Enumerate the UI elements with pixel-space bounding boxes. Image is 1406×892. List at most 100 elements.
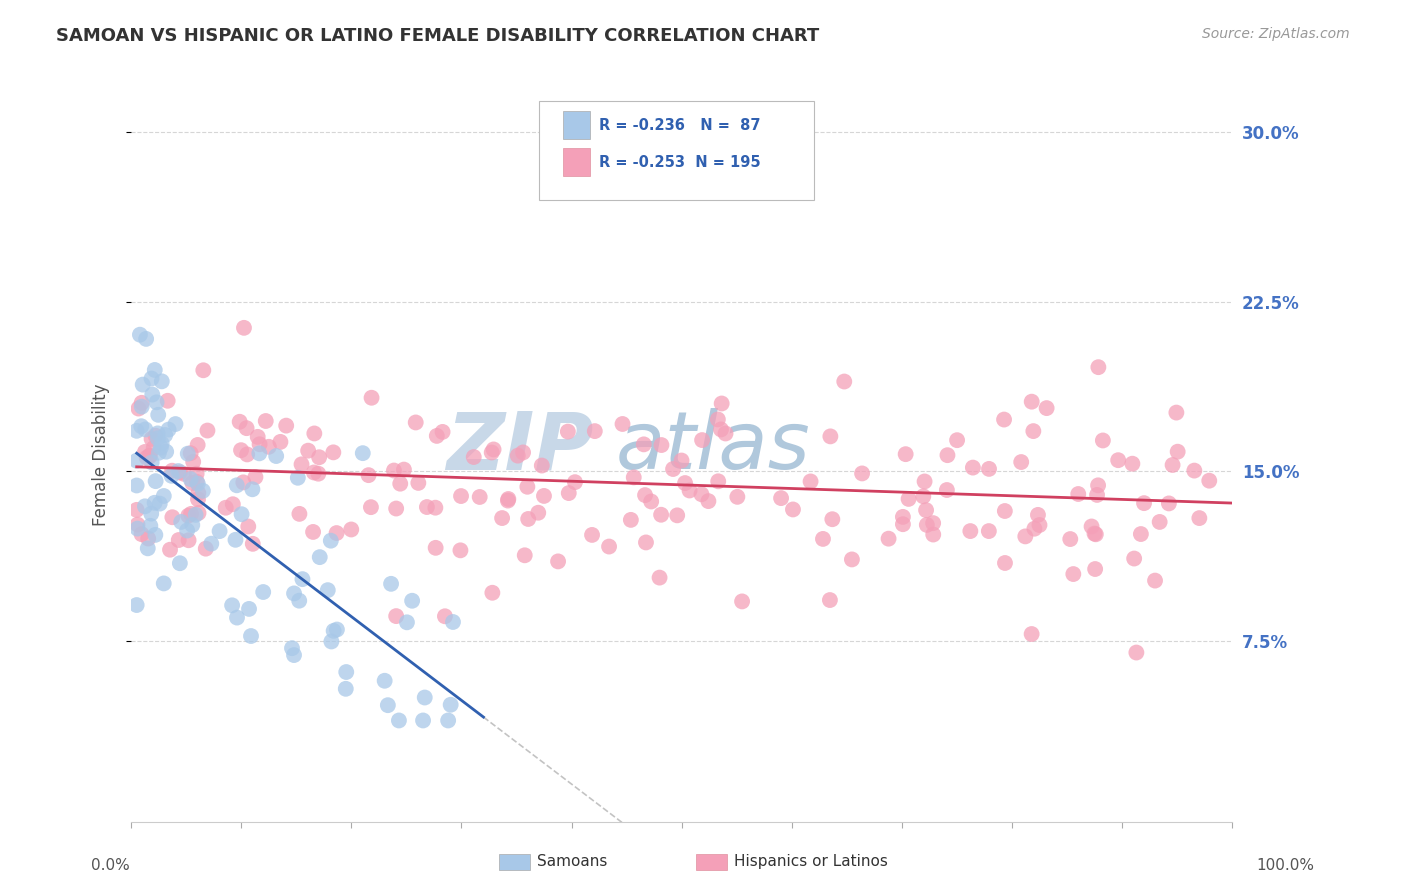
Point [335,681,357,696]
Text: 100.0%: 100.0% [1257,858,1315,873]
Point [194,541,217,556]
Point [283,586,305,600]
Point [181,455,204,469]
Point [264,449,287,463]
Point [191,483,214,498]
Point [678,483,700,498]
Point [449,543,471,558]
Point [1035,401,1057,416]
Point [131,400,153,414]
Point [1067,487,1090,501]
Point [633,437,655,451]
Point [564,475,586,490]
Point [283,648,305,662]
Point [412,714,434,728]
Point [770,491,793,505]
Point [146,426,169,441]
Point [1107,453,1129,467]
Point [405,416,427,430]
Point [1161,458,1184,472]
Point [533,489,555,503]
Point [181,518,204,533]
Point [357,468,380,483]
Point [648,571,671,585]
Point [1026,508,1049,522]
Text: Source: ZipAtlas.com: Source: ZipAtlas.com [1202,27,1350,41]
Point [141,387,163,401]
Point [820,429,842,443]
Point [180,507,202,521]
Point [162,510,184,524]
Point [146,431,169,445]
Point [150,375,173,389]
Point [710,396,733,410]
Point [382,463,405,477]
Point [527,506,550,520]
Point [936,448,959,462]
Point [994,556,1017,570]
Point [707,475,730,489]
Point [935,483,957,497]
Text: Samoans: Samoans [537,855,607,869]
Point [697,494,720,508]
Point [193,363,215,377]
Point [581,528,603,542]
Point [800,475,823,489]
Point [450,489,472,503]
Point [395,615,418,630]
Point [690,487,713,501]
Point [148,446,170,460]
Point [425,500,447,515]
FancyBboxPatch shape [562,112,591,139]
Point [530,458,553,473]
Point [322,445,344,459]
Point [184,508,207,522]
Point [242,483,264,497]
Point [167,464,190,478]
Point [662,462,685,476]
Point [557,425,579,439]
Point [388,714,411,728]
Point [145,395,167,409]
Point [710,422,733,436]
Point [946,433,969,447]
Point [598,540,620,554]
Point [1062,567,1084,582]
Point [302,524,325,539]
Point [125,478,148,492]
Point [127,522,149,536]
Point [156,393,179,408]
Point [915,503,938,517]
Point [233,321,256,335]
Point [922,516,945,530]
Point [238,519,260,533]
Point [139,449,162,463]
Point [125,598,148,612]
Point [247,446,270,460]
Point [666,508,689,523]
Point [335,665,357,679]
Point [914,475,936,489]
Point [620,513,643,527]
Point [141,455,163,469]
Y-axis label: Female Disability: Female Disability [93,384,110,525]
Point [811,532,834,546]
Point [401,593,423,607]
Point [922,527,945,541]
Point [155,444,177,458]
Point [186,475,208,489]
Text: atlas: atlas [616,408,810,486]
Point [714,426,737,441]
Point [1198,474,1220,488]
Point [197,424,219,438]
Point [149,497,172,511]
Point [322,624,344,638]
Point [818,593,841,607]
Point [1167,444,1189,458]
Point [160,468,183,483]
Point [962,460,984,475]
Point [186,467,208,481]
Point [440,698,463,712]
Point [360,391,382,405]
Point [782,502,804,516]
